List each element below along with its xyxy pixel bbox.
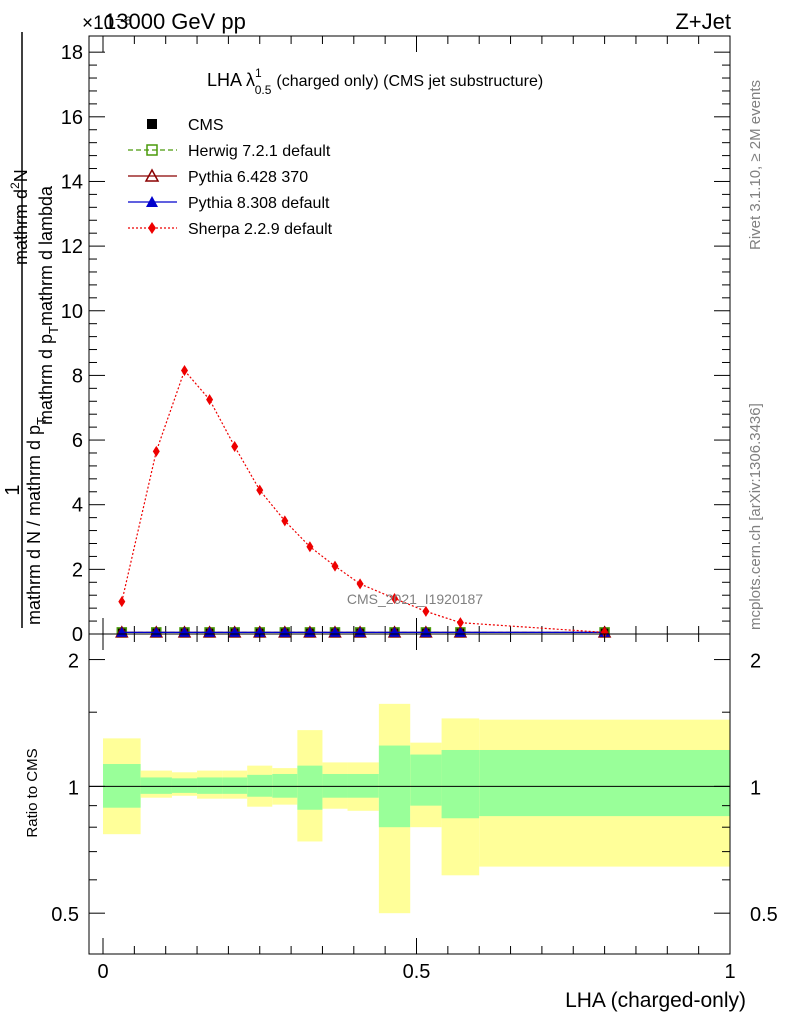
main-ytick-label: 14 (61, 171, 83, 193)
y-exponent: ×10⁻⁶ (82, 13, 132, 34)
ratio-xtick-label: 1 (724, 961, 735, 983)
ratio-stat-band (140, 777, 172, 794)
marker-sherpa (306, 541, 314, 553)
legend-item: Pythia 8.308 default (128, 195, 330, 212)
header-energy: 13000 GeV pp (104, 9, 246, 34)
ratio-stat-band (171, 778, 198, 793)
legend-item: CMS (147, 117, 224, 134)
ratio-stat-band (222, 777, 248, 794)
x-axis-label: LHA (charged-only) (565, 989, 746, 1012)
marker-sherpa (256, 484, 264, 496)
marker-sherpa (331, 560, 339, 572)
main-ytick-label: 4 (72, 495, 83, 517)
ratio-stat-band (247, 774, 273, 797)
legend-item: Pythia 6.428 370 (128, 168, 308, 186)
ratio-ylabel: Ratio to CMS (24, 748, 41, 837)
ratio-stat-band (322, 773, 348, 798)
ratio-ytick-label-right: 2 (750, 651, 761, 673)
marker-pythia6 (144, 168, 160, 182)
ylabel-denominator: mathrm d N / mathrm d pT (24, 417, 49, 625)
rivet-label: Rivet 3.1.10, ≥ 2M events (747, 80, 764, 250)
marker-sherpa (356, 578, 364, 590)
marker-sherpa (601, 626, 609, 638)
main-ytick-label: 18 (61, 42, 83, 64)
marker-cms (147, 119, 157, 129)
marker-herwig (146, 144, 158, 156)
ratio-ytick-label-right: 0.5 (750, 904, 778, 926)
ratio-stat-band (103, 764, 141, 808)
ratio-ytick-label-right: 1 (750, 777, 761, 799)
ratio-stat-band (479, 749, 730, 817)
ylabel-numerator2: mathrm d2N (8, 169, 31, 265)
main-ytick-label: 2 (72, 559, 83, 581)
ylabel-one: 1 (2, 484, 24, 495)
ratio-ytick-label: 2 (68, 651, 79, 673)
marker-sherpa (152, 445, 160, 457)
legend-label: Pythia 6.428 370 (188, 169, 308, 186)
ratio-axis-ticks: 0.5 0.5 1 1 2 2 0 0.5 1 (51, 634, 778, 983)
legend-label: Sherpa 2.2.9 default (188, 221, 333, 238)
ratio-panel: 0.5 0.5 1 1 2 2 0 0.5 1 Ratio to CMS (24, 633, 778, 983)
marker-sherpa (391, 592, 399, 604)
main-ytick-label: 10 (61, 301, 83, 323)
ratio-frame (88, 633, 731, 955)
ratio-stat-band (297, 765, 323, 810)
ratio-bands (103, 703, 730, 914)
ratio-xtick-label: 0.5 (403, 961, 431, 983)
main-title: LHA λ1 0.5 (charged only) (CMS jet substru… (207, 66, 543, 97)
main-ytick-label: 16 (61, 107, 83, 129)
mcplots-label: mcplots.cern.ch [arXiv:1306.3436] (747, 403, 764, 630)
main-panel: 0 2 4 6 8 10 12 14 16 18 CMS_2021_I1920187 LHA λ1… (61, 35, 731, 646)
series-4 (118, 365, 609, 638)
main-ytick-label: 12 (61, 236, 83, 258)
ratio-xtick-label: 0 (97, 961, 108, 983)
header-process: Z+Jet (675, 9, 731, 34)
legend-item: Herwig 7.2.1 default (128, 143, 331, 160)
ratio-stat-band (272, 773, 298, 798)
marker-sherpa (118, 596, 126, 608)
ylabel-denominator2: mathrm d pTmathrm d lambda (36, 185, 61, 425)
legend-label: CMS (188, 117, 224, 134)
main-ylabel: 1 mathrm d N / mathrm d pT mathrm d2N ma… (2, 32, 61, 628)
ratio-stat-band (441, 749, 480, 819)
ratio-ytick-label: 0.5 (51, 904, 79, 926)
main-axis-ticks: 0 2 4 6 8 10 12 14 16 18 (61, 36, 731, 646)
marker-sherpa (231, 441, 239, 453)
legend: CMS Herwig 7.2.1 default Pythia 6.428 370 P… (128, 117, 333, 238)
ratio-ytick-label: 1 (68, 777, 79, 799)
main-frame (88, 35, 731, 635)
marker-sherpa (456, 617, 464, 629)
marker-sherpa (206, 394, 214, 406)
legend-label: Pythia 8.308 default (188, 195, 330, 212)
main-ytick-label: 0 (72, 624, 83, 646)
main-ytick-label: 8 (72, 365, 83, 387)
main-ytick-label: 6 (72, 430, 83, 452)
legend-label: Herwig 7.2.1 default (188, 143, 331, 160)
legend-item: Sherpa 2.2.9 default (128, 221, 333, 238)
marker-sherpa (281, 515, 289, 527)
ratio-stat-band (197, 777, 223, 794)
series-line (121, 369, 605, 633)
marker-pythia8 (146, 196, 158, 207)
marker-sherpa (181, 365, 189, 377)
ratio-stat-band (347, 773, 379, 798)
ratio-stat-band (410, 754, 442, 806)
marker-sherpa (422, 605, 430, 617)
marker-sherpa (148, 222, 156, 234)
analysis-watermark: CMS_2021_I1920187 (347, 591, 483, 607)
